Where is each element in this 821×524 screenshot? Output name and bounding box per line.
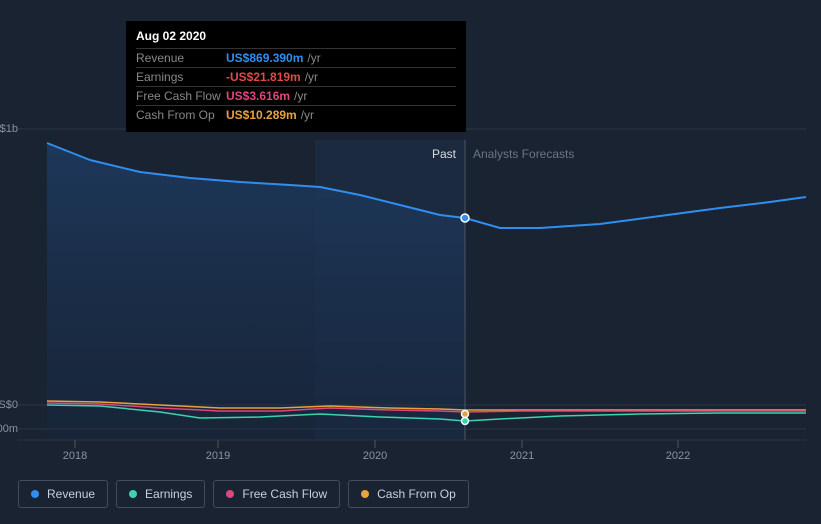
y-axis-label: US$1b — [0, 123, 18, 135]
legend-label: Free Cash Flow — [242, 487, 327, 501]
legend-dot — [226, 490, 234, 498]
legend-label: Revenue — [47, 487, 95, 501]
legend-item-free-cash-flow[interactable]: Free Cash Flow — [213, 480, 340, 508]
legend-dot — [361, 490, 369, 498]
cash_from_op-marker — [462, 411, 469, 418]
legend-item-revenue[interactable]: Revenue — [18, 480, 108, 508]
legend-label: Earnings — [145, 487, 192, 501]
forecast-label: Analysts Forecasts — [473, 147, 574, 161]
x-axis-label: 2020 — [363, 450, 387, 462]
tooltip-row-suffix: /yr — [294, 89, 307, 103]
tooltip-row: Earnings-US$21.819m/yr — [136, 67, 456, 86]
x-axis-label: 2019 — [206, 450, 230, 462]
x-axis-label: 2022 — [666, 450, 690, 462]
past-label: Past — [432, 147, 456, 161]
tooltip-row-value: -US$21.819m — [226, 70, 301, 84]
tooltip-row: RevenueUS$869.390m/yr — [136, 48, 456, 67]
x-axis-label: 2018 — [63, 450, 87, 462]
tooltip-row-value: US$10.289m — [226, 108, 297, 122]
legend-item-earnings[interactable]: Earnings — [116, 480, 205, 508]
chart-legend: Revenue Earnings Free Cash Flow Cash From O… — [18, 480, 469, 508]
tooltip-row-suffix: /yr — [307, 51, 320, 65]
tooltip-row: Cash From OpUS$10.289m/yr — [136, 105, 456, 124]
tooltip-row-value: US$869.390m — [226, 51, 303, 65]
legend-item-cash-from-op[interactable]: Cash From Op — [348, 480, 469, 508]
tooltip-date: Aug 02 2020 — [136, 29, 456, 48]
y-axis-label: US$0 — [0, 399, 18, 411]
legend-dot — [31, 490, 39, 498]
tooltip-row-label: Free Cash Flow — [136, 89, 226, 103]
legend-label: Cash From Op — [377, 487, 456, 501]
chart-tooltip: Aug 02 2020 RevenueUS$869.390m/yrEarning… — [126, 21, 466, 132]
legend-dot — [129, 490, 137, 498]
x-axis-label: 2021 — [510, 450, 534, 462]
tooltip-row-suffix: /yr — [301, 108, 314, 122]
tooltip-row-value: US$3.616m — [226, 89, 290, 103]
earnings-marker — [462, 418, 469, 425]
tooltip-row-label: Revenue — [136, 51, 226, 65]
tooltip-row-label: Cash From Op — [136, 108, 226, 122]
financials-chart: Aug 02 2020 RevenueUS$869.390m/yrEarning… — [0, 0, 821, 524]
tooltip-row: Free Cash FlowUS$3.616m/yr — [136, 86, 456, 105]
revenue-marker — [461, 214, 469, 222]
tooltip-row-suffix: /yr — [305, 70, 318, 84]
tooltip-row-label: Earnings — [136, 70, 226, 84]
y-axis-label: -US$100m — [0, 423, 18, 435]
